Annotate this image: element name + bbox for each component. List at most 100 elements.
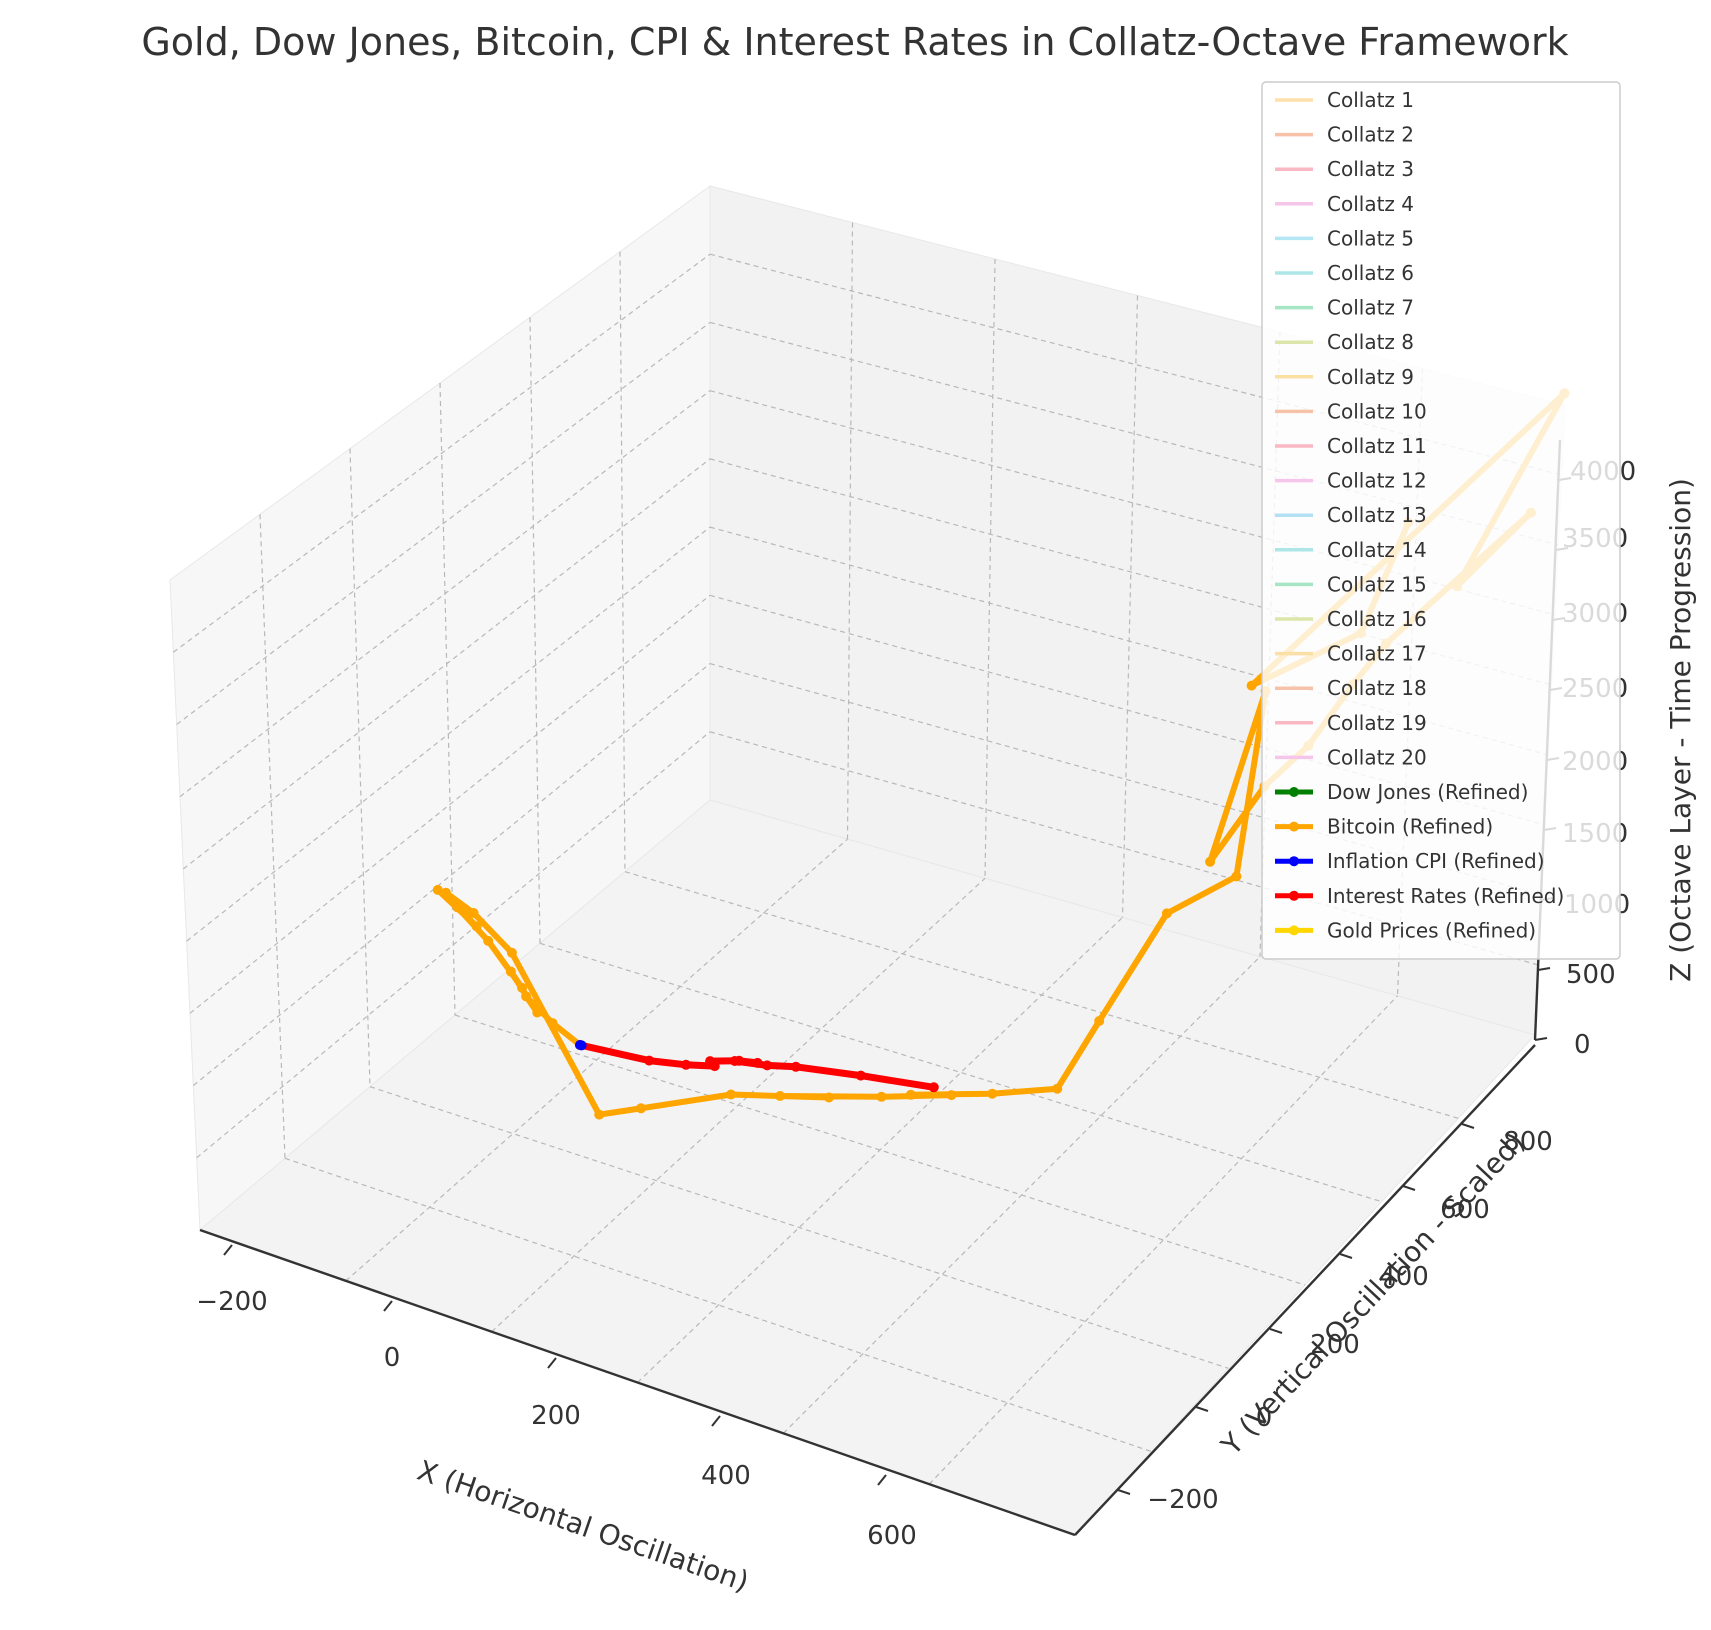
legend-marker: [1289, 856, 1299, 867]
legend-box: [1261, 81, 1621, 960]
bitcoin-refined-point: [440, 887, 451, 898]
y-tick-mark: [1339, 1253, 1353, 1259]
bitcoin-refined-point: [594, 1109, 605, 1120]
bitcoin-refined-point: [1246, 680, 1257, 691]
legend-label: Collatz 5: [1327, 226, 1414, 250]
grid-line: [369, 1086, 1229, 1369]
legend-entry: Collatz 9: [1275, 365, 1414, 389]
y-tick-mark: [1269, 1328, 1283, 1334]
legend-label: Bitcoin (Refined): [1327, 815, 1493, 839]
grid-line: [709, 458, 1552, 686]
bitcoin-refined-point: [521, 991, 532, 1002]
y-tick-mark: [1117, 1489, 1131, 1495]
grid-line: [345, 838, 848, 1282]
grid-line: [619, 251, 626, 872]
legend-label: Collatz 1: [1327, 88, 1414, 112]
x-tick-label: −200: [196, 1287, 267, 1317]
legend-label: Collatz 13: [1327, 503, 1427, 527]
z-tick-mark: [1534, 1037, 1548, 1041]
interest-rates-refined-line: [576, 1041, 938, 1091]
grid-line: [179, 390, 711, 798]
legend-label: Collatz 6: [1327, 261, 1414, 285]
legend-label: Collatz 10: [1327, 399, 1427, 423]
chart-title: Gold, Dow Jones, Bitcoin, CPI & Interest…: [141, 20, 1568, 64]
grid-line: [1121, 295, 1139, 918]
interest-rates-refined-point: [752, 1057, 763, 1068]
legend-entry: Collatz 3: [1275, 157, 1414, 181]
grid-line: [189, 594, 711, 1014]
legend-label: Dow Jones (Refined): [1327, 780, 1528, 804]
bitcoin-refined-point: [1052, 1083, 1063, 1094]
legend-label: Collatz 7: [1327, 296, 1414, 320]
legend-entry: Collatz 8: [1275, 330, 1414, 354]
bitcoin-refined-point: [532, 1007, 543, 1018]
legend-marker: [1289, 890, 1299, 901]
legend-entry: Gold Prices (Refined): [1275, 918, 1536, 942]
bitcoin-refined-point: [775, 1091, 785, 1101]
legend-marker: [1289, 787, 1299, 797]
legend-marker: [1289, 925, 1299, 936]
z-axis-label: Z (Octave Layer - Time Progression): [1664, 478, 1697, 982]
y-axis-line: [1074, 1044, 1536, 1536]
bitcoin-refined-point: [905, 1089, 916, 1100]
legend-label: Collatz 16: [1327, 607, 1427, 631]
legend-label: Collatz 4: [1327, 192, 1414, 216]
y-tick-label: 0: [1256, 1403, 1273, 1433]
y-tick-labels: −200 0 200 400 600 800: [1147, 1127, 1553, 1515]
legend-entry: Collatz 19: [1275, 711, 1427, 735]
legend-label: Collatz 20: [1327, 745, 1427, 769]
bitcoin-refined-point: [1161, 908, 1172, 919]
grid-line: [192, 663, 711, 1087]
legend-entry: Collatz 6: [1275, 261, 1414, 285]
y-tick-label: 800: [1503, 1127, 1553, 1157]
bitcoin-refined-point: [547, 1018, 558, 1029]
bitcoin-refined-point: [517, 982, 528, 993]
y-tick-label: 400: [1379, 1262, 1429, 1292]
x-tick-label: 600: [867, 1521, 917, 1551]
x-tick-mark: [383, 1300, 393, 1312]
legend-entry: Collatz 5: [1275, 226, 1414, 250]
legend-label: Collatz 9: [1327, 365, 1414, 389]
interest-rates-refined-point: [762, 1060, 773, 1071]
inflation-cpi-refined-point: [576, 1040, 587, 1051]
grid-line: [349, 448, 371, 1087]
interest-rates-refined-point: [928, 1082, 939, 1093]
x-tick-label: 200: [531, 1401, 581, 1431]
legend-entry: Inflation CPI (Refined): [1275, 849, 1545, 873]
legend-entry: Interest Rates (Refined): [1275, 884, 1564, 908]
y-tick-mark: [1461, 1123, 1475, 1129]
legend-entry: Collatz 11: [1275, 434, 1427, 458]
y-tick-label: 600: [1440, 1195, 1490, 1225]
legend-entry: Collatz 10: [1275, 399, 1427, 423]
legend-label: Collatz 3: [1327, 157, 1414, 181]
bitcoin-refined-point: [1094, 1016, 1105, 1026]
x-tick-mark: [223, 1244, 233, 1256]
y-tick-label: −200: [1147, 1485, 1218, 1515]
grid-line: [196, 731, 711, 1159]
legend-entry: Collatz 17: [1275, 642, 1427, 666]
x-tick-mark: [547, 1357, 557, 1369]
bitcoin-refined-point: [483, 935, 494, 946]
grid-line: [637, 917, 1123, 1383]
bitcoin-refined-point: [505, 966, 516, 977]
legend-label: Collatz 17: [1327, 642, 1427, 666]
bitcoin-refined-point: [636, 1103, 646, 1114]
legend-label: Collatz 18: [1327, 676, 1427, 700]
grid-line: [182, 458, 711, 870]
inflation-cpi-refined-series: [575, 1040, 587, 1051]
bitcoin-refined-point: [987, 1088, 998, 1099]
y-tick-mark: [1402, 1185, 1416, 1191]
bitcoin-refined-point: [460, 906, 471, 917]
legend-entry: Collatz 18: [1275, 676, 1427, 700]
grid-line: [172, 253, 711, 653]
legend-label: Collatz 15: [1327, 572, 1427, 596]
legend-label: Collatz 19: [1327, 711, 1427, 735]
legend-entry: Collatz 12: [1275, 469, 1427, 493]
bitcoin-refined-point: [452, 902, 463, 913]
bitcoin-refined-point: [468, 908, 479, 918]
bitcoin-refined-point: [726, 1089, 736, 1100]
bitcoin-refined-point: [1205, 856, 1216, 867]
y-tick-mark: [1195, 1406, 1209, 1412]
bitcoin-refined-point: [506, 947, 517, 958]
